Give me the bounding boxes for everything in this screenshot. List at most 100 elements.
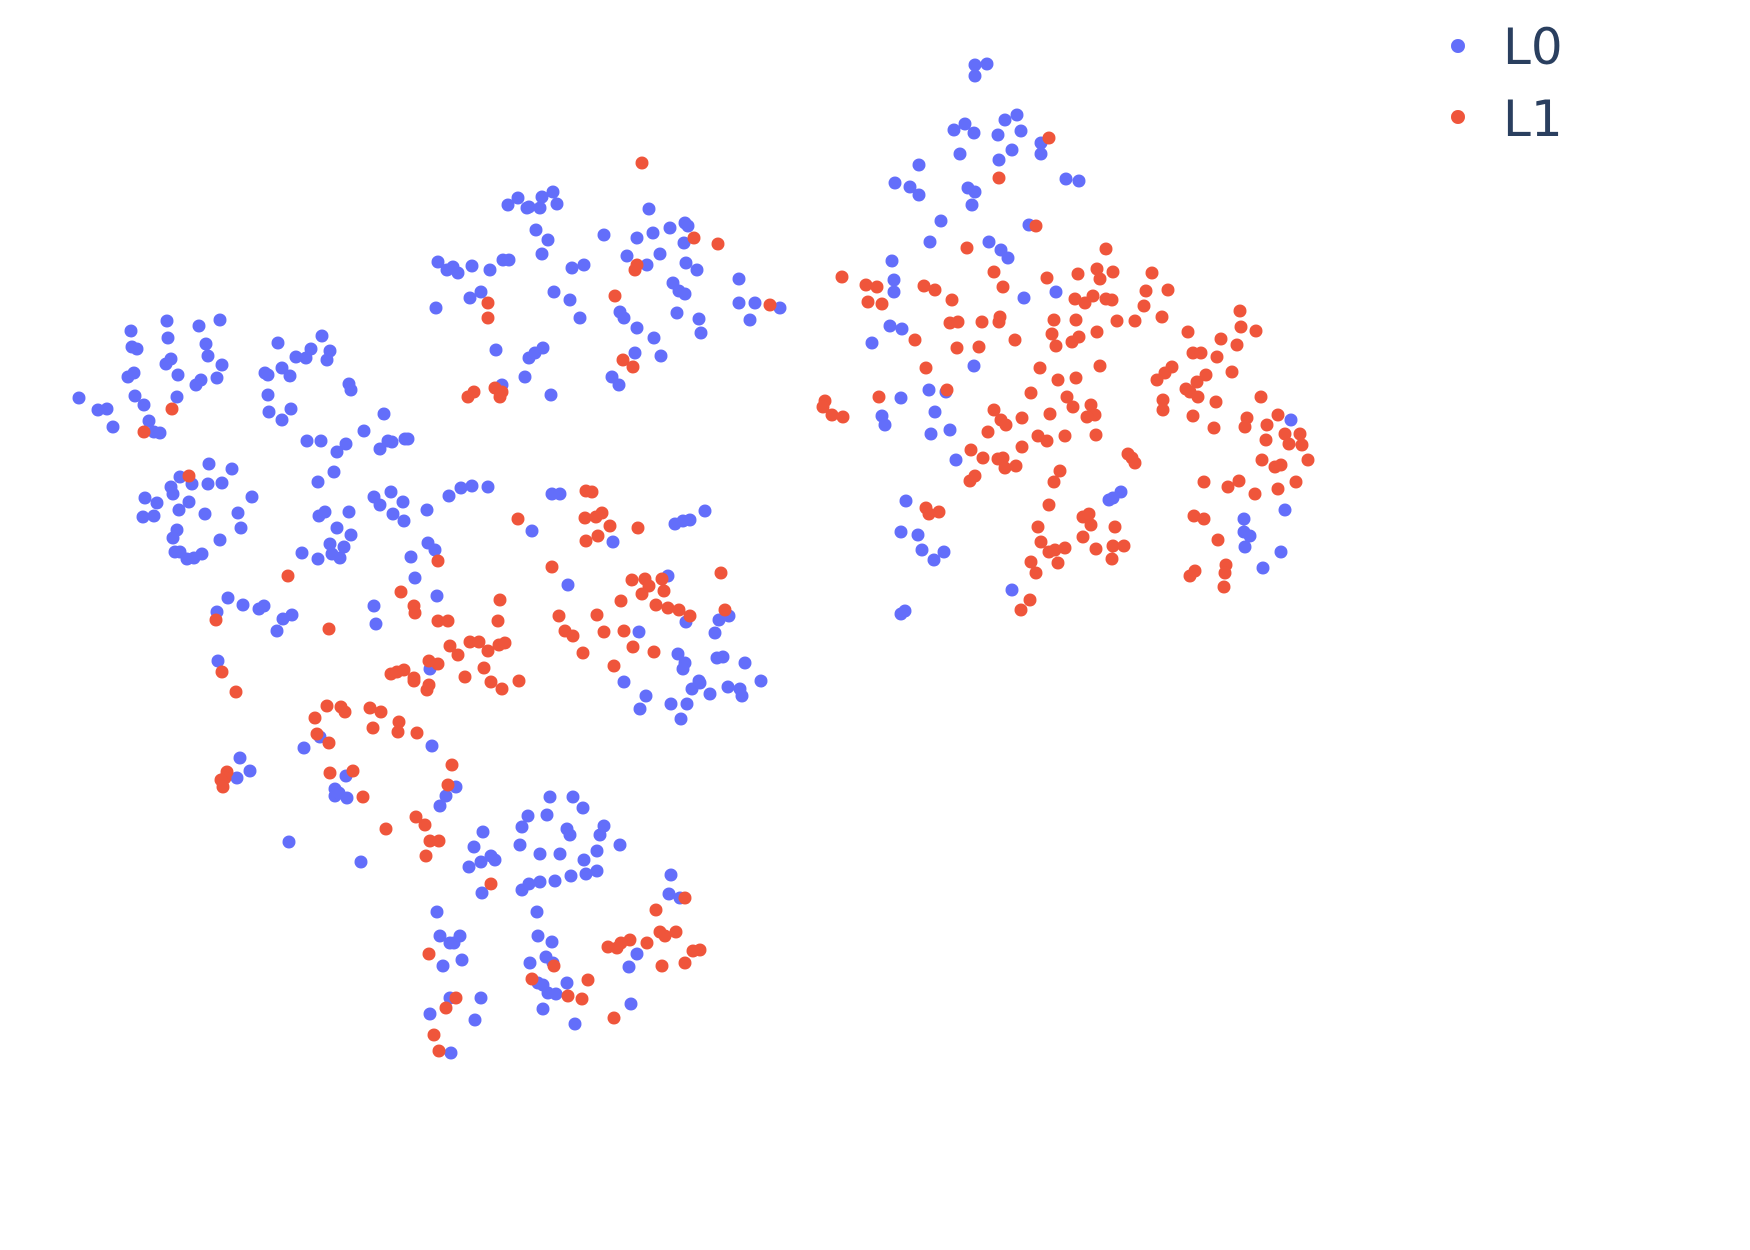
point-L0-202[interactable] [172,503,186,517]
point-L0-28[interactable] [1001,251,1015,265]
point-L0-2[interactable] [968,69,982,83]
point-L0-367[interactable] [423,1007,437,1021]
point-L0-92[interactable] [573,311,587,325]
point-L1-193[interactable] [625,573,639,587]
point-L1-255[interactable] [338,705,352,719]
point-L0-307[interactable] [354,855,368,869]
point-L1-62[interactable] [975,315,989,329]
point-L1-285[interactable] [678,956,692,970]
point-L0-200[interactable] [138,491,152,505]
point-L0-112[interactable] [620,249,634,263]
point-L1-296[interactable] [575,992,589,1006]
point-L1-147[interactable] [1053,464,1067,478]
point-L1-259[interactable] [392,715,406,729]
point-L0-172[interactable] [275,361,289,375]
point-L0-318[interactable] [613,838,627,852]
point-L0-117[interactable] [678,287,692,301]
point-L1-72[interactable] [1214,332,1228,346]
point-L1-11[interactable] [481,311,495,325]
point-L0-122[interactable] [654,349,668,363]
point-L1-101[interactable] [1282,437,1296,451]
point-L0-165[interactable] [304,342,318,356]
point-L0-179[interactable] [300,434,314,448]
point-L0-178[interactable] [284,402,298,416]
point-L0-60[interactable] [1237,512,1251,526]
point-L1-99[interactable] [1278,427,1292,441]
point-L1-33[interactable] [1040,271,1054,285]
point-L1-155[interactable] [932,505,946,519]
point-L0-182[interactable] [339,437,353,451]
point-L1-256[interactable] [363,701,377,715]
point-L0-24[interactable] [934,214,948,228]
point-L0-305[interactable] [332,786,346,800]
point-L0-225[interactable] [337,540,351,554]
point-L0-193[interactable] [225,462,239,476]
point-L0-59[interactable] [1102,493,1116,507]
point-L0-77[interactable] [541,233,555,247]
point-L0-180[interactable] [314,434,328,448]
point-L1-253[interactable] [320,699,334,713]
point-L0-93[interactable] [431,255,445,269]
point-L0-129[interactable] [732,272,746,286]
point-L0-79[interactable] [630,231,644,245]
point-L1-103[interactable] [1259,433,1273,447]
legend-item-L1[interactable]: L1 [1451,90,1563,148]
point-L1-53[interactable] [1069,313,1083,327]
point-L1-160[interactable] [1084,518,1098,532]
point-L1-91[interactable] [1156,403,1170,417]
point-L1-208[interactable] [626,640,640,654]
point-L0-203[interactable] [182,495,196,509]
point-L0-366[interactable] [468,1013,482,1027]
point-L1-223[interactable] [441,614,455,628]
point-L0-338[interactable] [530,905,544,919]
point-L1-172[interactable] [1029,566,1043,580]
point-L1-287[interactable] [640,936,654,950]
point-L1-104[interactable] [1255,453,1269,467]
point-L1-225[interactable] [491,614,505,628]
point-L1-61[interactable] [992,315,1006,329]
point-L1-28[interactable] [917,279,931,293]
point-L1-224[interactable] [493,593,507,607]
point-L1-261[interactable] [410,726,424,740]
point-L1-100[interactable] [1293,427,1307,441]
point-L0-319[interactable] [513,838,527,852]
point-L0-66[interactable] [1278,503,1292,517]
point-L1-73[interactable] [1230,338,1244,352]
point-L0-313[interactable] [576,801,590,815]
point-L0-48[interactable] [899,494,913,508]
point-L0-53[interactable] [894,525,908,539]
point-L1-286[interactable] [655,959,669,973]
point-L1-295[interactable] [561,989,575,1003]
point-L0-14[interactable] [1034,147,1048,161]
point-L0-230[interactable] [373,498,387,512]
point-L1-164[interactable] [1034,535,1048,549]
point-L1-31[interactable] [987,265,1001,279]
point-L0-185[interactable] [377,407,391,421]
point-L0-128[interactable] [694,326,708,340]
point-L1-51[interactable] [1090,325,1104,339]
point-L0-160[interactable] [142,414,156,428]
point-L0-12[interactable] [1005,143,1019,157]
point-L1-97[interactable] [1260,418,1274,432]
point-L0-242[interactable] [404,550,418,564]
point-L1-88[interactable] [1191,390,1205,404]
point-L1-26[interactable] [875,297,889,311]
point-L0-263[interactable] [683,513,697,527]
point-L1-213[interactable] [566,629,580,643]
point-L0-336[interactable] [462,860,476,874]
point-L0-126[interactable] [670,306,684,320]
point-L1-257[interactable] [374,705,388,719]
point-L0-147[interactable] [127,366,141,380]
point-L1-206[interactable] [617,624,631,638]
point-L1-284[interactable] [686,944,700,958]
point-L1-57[interactable] [1072,330,1086,344]
point-L0-359[interactable] [630,947,644,961]
point-L0-123[interactable] [628,346,642,360]
point-L0-151[interactable] [171,368,185,382]
point-L1-82[interactable] [1150,373,1164,387]
point-L0-258[interactable] [525,524,539,538]
point-L0-65[interactable] [1256,561,1270,575]
point-L0-289[interactable] [754,674,768,688]
point-L0-47[interactable] [949,453,963,467]
point-L0-320[interactable] [533,847,547,861]
